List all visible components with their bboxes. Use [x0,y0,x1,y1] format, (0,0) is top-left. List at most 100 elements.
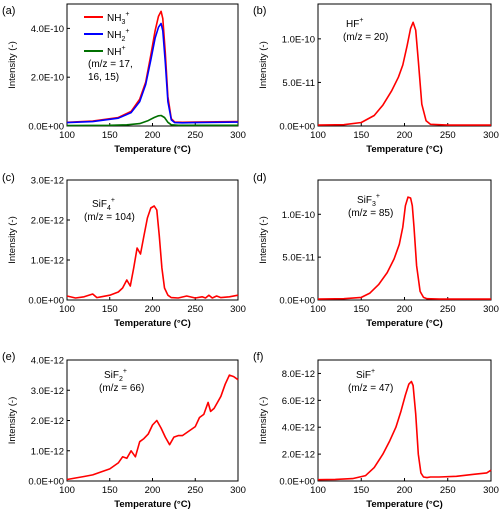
x-axis-title: Temperature (°C) [366,144,442,155]
y-tick-label: 4.0E-10 [31,24,64,35]
legend-entry: NH2+ [107,28,129,43]
panel-label: (d) [253,172,266,184]
x-tick-label: 300 [230,304,246,315]
y-tick-label: 1.0E-10 [282,210,315,221]
x-tick-label: 250 [187,485,203,496]
x-tick-label: 100 [59,485,75,496]
y-axis-title: Intensity (-) [7,397,18,445]
x-axis-title: Temperature (°C) [114,318,190,329]
y-tick-label: 0.0E+00 [28,122,64,133]
y-tick-label: 3.0E-12 [31,386,64,397]
x-tick-label: 150 [102,304,118,315]
y-tick-label: 1.0E-12 [31,256,64,267]
x-tick-label: 200 [145,485,161,496]
x-tick-label: 150 [353,304,369,315]
y-tick-label: 4.0E-12 [282,423,315,434]
x-tick-label: 250 [440,304,456,315]
legend-entry: NH3+ [107,11,129,26]
y-tick-label: 0.0E+00 [28,296,64,307]
y-tick-label: 2.0E-12 [31,216,64,227]
x-tick-label: 250 [187,130,203,141]
mz-annotation: 16, 15) [88,72,119,83]
x-tick-label: 150 [353,130,369,141]
x-tick-label: 300 [230,485,246,496]
plot-frame [317,359,492,482]
x-tick-label: 150 [102,485,118,496]
panel-label: (e) [2,351,15,363]
mz-annotation: (m/z = 66) [99,383,144,394]
series-line-sif3-ion [317,196,491,300]
x-tick-label: 250 [187,304,203,315]
y-tick-label: 0.0E+00 [28,477,64,488]
panel-label: (a) [2,5,15,17]
species-label: SiF2+ [104,368,127,383]
panel-d: (d) 100 150 200 250 300 0.0E+00 5.0E-11 1.0E-10 T… [253,172,499,329]
species-label: SiF4+ [92,197,115,212]
y-tick-label: 5.0E-11 [282,253,315,264]
y-axis-title: Intensity (-) [258,216,269,264]
y-tick-label: 3.0E-12 [31,176,64,187]
x-tick-label: 250 [440,485,456,496]
x-tick-label: 100 [59,130,75,141]
plot-frame [317,3,492,127]
x-tick-label: 200 [397,304,413,315]
y-tick-label: 4.0E-12 [31,356,64,367]
mz-annotation: (m/z = 47) [348,383,393,394]
mz-annotation: (m/z = 20) [343,32,388,43]
series-line-nh2-ion [66,22,239,124]
x-tick-label: 150 [353,485,369,496]
y-tick-label: 0.0E+00 [279,477,315,488]
plot-frame [66,359,239,482]
y-tick-label: 0.0E+00 [279,296,315,307]
y-tick-label: 1.0E-12 [31,446,64,457]
panel-label: (f) [253,351,263,363]
x-axis-title: Temperature (°C) [114,144,190,155]
x-axis-title: Temperature (°C) [366,318,442,329]
y-tick-label: 8.0E-12 [282,369,315,380]
x-tick-label: 300 [483,130,499,141]
series-line-sif4-ion [66,205,239,299]
x-tick-label: 150 [102,130,118,141]
series-line-sif-ion [317,380,492,481]
species-label: SiF3+ [357,193,380,208]
y-axis-title: Intensity (-) [258,397,269,445]
x-axis-title: Temperature (°C) [114,499,190,510]
y-tick-label: 0.0E+00 [279,122,315,133]
y-tick-label: 2.0E-10 [31,73,64,84]
mz-annotation: (m/z = 85) [348,208,393,219]
x-tick-label: 200 [397,485,413,496]
y-tick-label: 2.0E-12 [282,450,315,461]
y-tick-label: 1.0E-10 [282,34,315,45]
x-tick-label: 250 [440,130,456,141]
x-tick-label: 100 [310,130,326,141]
y-tick-label: 6.0E-12 [282,396,315,407]
x-axis-title: Temperature (°C) [366,499,442,510]
x-tick-label: 300 [483,485,499,496]
y-tick-label: 2.0E-12 [31,416,64,427]
x-tick-label: 100 [310,485,326,496]
panel-b: (b) 100 150 200 250 300 0.0E+00 5.0E-11 1.0E-10 T… [253,3,499,155]
plot-frame [317,179,492,301]
panel-c: (c) 100 150 200 250 300 0.0E+00 1.0E-12 2.0E-12 3… [2,172,246,329]
mz-annotation: (m/z = 17, [88,59,133,70]
species-label: SiF+ [356,368,375,381]
panel-e: (e) 100 150 200 250 300 0.0E+00 1.0E-12 2.0E-12 3… [2,351,246,510]
panel-label: (c) [2,172,15,184]
y-tick-label: 5.0E-11 [282,78,315,89]
series-line-hf-ion [317,21,491,126]
panel-label: (b) [253,5,266,17]
species-label: HF+ [346,17,363,30]
panel-f: (f) 100 150 200 250 300 0.0E+00 2.0E-12 4.0E-12 6… [253,351,499,510]
x-tick-label: 100 [310,304,326,315]
plot-frame [66,179,239,301]
x-tick-label: 200 [145,130,161,141]
x-tick-label: 100 [59,304,75,315]
mz-annotation: (m/z = 104) [84,212,135,223]
series-line-nh-ion [66,114,238,127]
y-axis-title: Intensity (-) [7,41,18,89]
x-tick-label: 300 [230,130,246,141]
y-axis-title: Intensity (-) [258,41,269,89]
x-tick-label: 200 [145,304,161,315]
x-tick-label: 300 [483,304,499,315]
